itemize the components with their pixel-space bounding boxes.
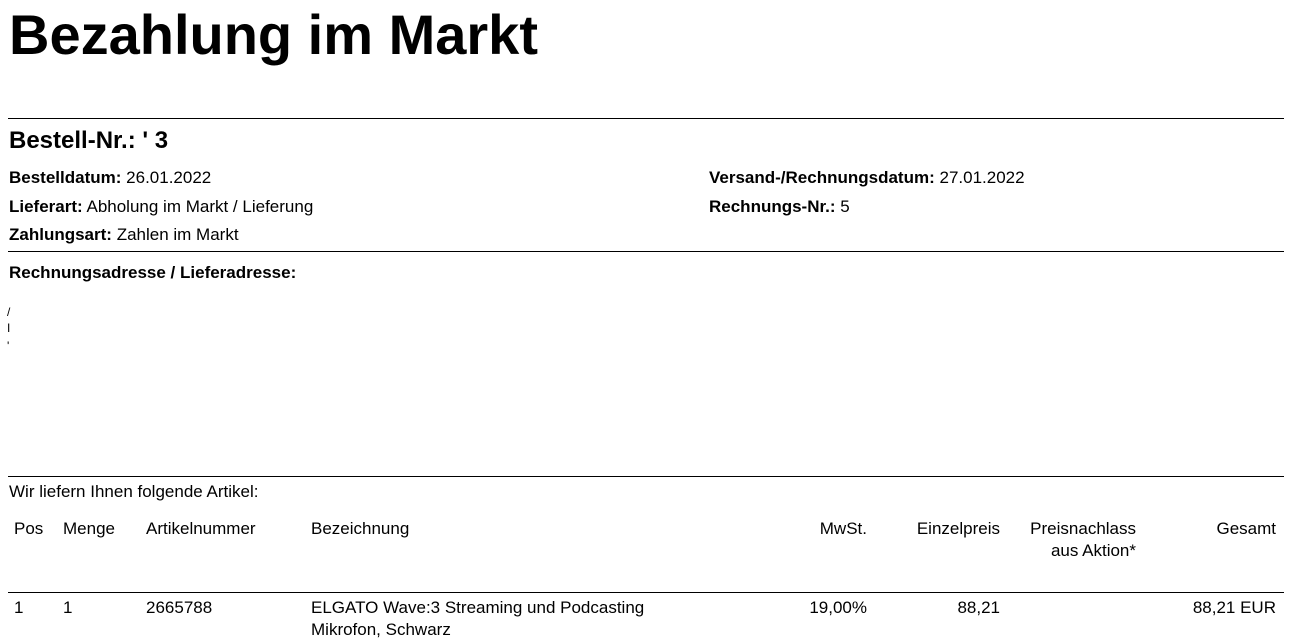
column-header: Preisnachlass aus Aktion*	[1030, 519, 1136, 560]
column-header: Artikelnummer	[146, 519, 256, 538]
field: Rechnungs-Nr.: 5	[709, 196, 850, 218]
table-cell: 1	[14, 598, 24, 617]
label: Versand-/Rechnungsdatum:	[709, 168, 935, 187]
label: Bestell-Nr.:	[9, 127, 136, 154]
items-intro: Wir liefern Ihnen folgende Artikel:	[9, 482, 259, 501]
table-cell: 88,21 EUR	[1192, 598, 1276, 617]
label: Rechnungs-Nr.:	[709, 197, 836, 216]
rule	[8, 476, 1284, 477]
value: ' 3	[142, 127, 169, 154]
column-header: Gesamt	[1216, 519, 1276, 538]
field: Lieferart: Abholung im Markt / Lieferung	[9, 196, 313, 218]
table-cell: ELGATO Wave:3 Streaming und Podcasting M…	[311, 598, 645, 639]
column-header: Pos	[14, 519, 44, 538]
title: Bezahlung im Markt	[9, 3, 538, 66]
value: 27.01.2022	[939, 168, 1025, 187]
column-header: MwSt.	[819, 519, 867, 538]
label: Zahlungsart:	[9, 225, 112, 244]
rule	[8, 251, 1284, 252]
value: Zahlen im Markt	[116, 225, 239, 244]
value: Abholung im Markt / Lieferung	[86, 197, 314, 216]
field: Bestelldatum: 26.01.2022	[9, 167, 211, 189]
field: Versand-/Rechnungsdatum: 27.01.2022	[709, 167, 1025, 189]
address-line: I	[7, 321, 11, 335]
table-cell: 19,00%	[809, 598, 867, 617]
column-header: Einzelpreis	[916, 519, 1000, 538]
address-line: /	[7, 305, 11, 319]
address-line: '	[7, 339, 10, 353]
table-cell: 1	[63, 598, 73, 617]
table-cell: 88,21	[957, 598, 1000, 617]
value: 5	[840, 197, 850, 216]
field: Zahlungsart: Zahlen im Markt	[9, 224, 239, 246]
label: Lieferart:	[9, 197, 83, 216]
rule	[8, 118, 1284, 119]
order-number: Bestell-Nr.: ' 3	[9, 127, 168, 155]
column-header: Bezeichnung	[311, 519, 410, 538]
table-cell: 2665788	[146, 598, 213, 617]
address-heading: Rechnungsadresse / Lieferadresse:	[9, 263, 297, 282]
value: 26.01.2022	[126, 168, 212, 187]
rule	[8, 592, 1284, 593]
label: Bestelldatum:	[9, 168, 122, 187]
column-header: Menge	[63, 519, 115, 538]
